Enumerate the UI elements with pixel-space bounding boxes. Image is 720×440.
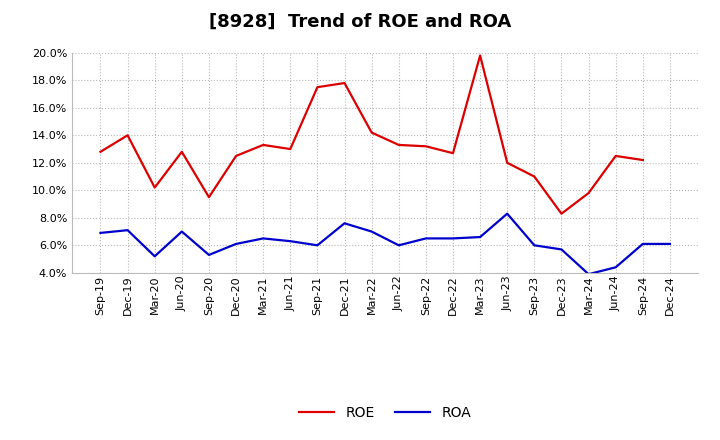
ROA	[584, 271, 593, 277]
Line: ROE: ROE	[101, 55, 643, 214]
ROE	[557, 211, 566, 216]
ROA	[178, 229, 186, 234]
ROE	[449, 150, 457, 156]
ROE	[204, 194, 213, 200]
ROE	[584, 191, 593, 196]
ROE	[503, 160, 511, 165]
ROE	[530, 174, 539, 179]
ROA	[286, 238, 294, 244]
ROA	[476, 235, 485, 240]
ROA	[530, 242, 539, 248]
ROE	[611, 153, 620, 158]
ROE	[421, 143, 430, 149]
ROE	[232, 153, 240, 158]
ROE	[286, 147, 294, 152]
ROA	[367, 229, 376, 234]
ROA	[150, 253, 159, 259]
ROE	[313, 84, 322, 90]
Legend: ROE, ROA: ROE, ROA	[294, 401, 477, 426]
ROA	[313, 242, 322, 248]
ROA	[639, 241, 647, 246]
ROA	[503, 211, 511, 216]
ROA	[449, 236, 457, 241]
ROE	[259, 142, 268, 147]
ROA	[96, 230, 105, 235]
ROA	[421, 236, 430, 241]
ROE	[341, 81, 349, 86]
ROA	[395, 242, 403, 248]
ROA	[232, 241, 240, 246]
ROA	[123, 227, 132, 233]
Line: ROA: ROA	[101, 214, 670, 274]
ROE	[639, 158, 647, 163]
ROE	[96, 149, 105, 154]
ROE	[178, 149, 186, 154]
ROE	[395, 142, 403, 147]
ROE	[123, 132, 132, 138]
ROE	[476, 53, 485, 58]
Text: [8928]  Trend of ROE and ROA: [8928] Trend of ROE and ROA	[209, 13, 511, 31]
ROE	[367, 130, 376, 135]
ROA	[611, 264, 620, 270]
ROE	[150, 185, 159, 190]
ROA	[204, 252, 213, 257]
ROA	[665, 241, 674, 246]
ROA	[259, 236, 268, 241]
ROA	[557, 247, 566, 252]
ROA	[341, 220, 349, 226]
